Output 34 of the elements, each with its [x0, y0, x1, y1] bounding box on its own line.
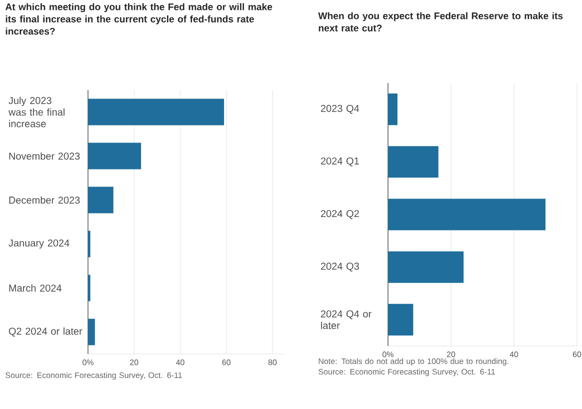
y-tick-label: December 2023 — [9, 196, 80, 204]
y-tick-label: March 2024 — [9, 284, 62, 292]
y-tick-label: Q2 2024 or later — [8, 327, 82, 337]
bar — [88, 142, 142, 170]
y-tick-label: 2024 Q3 — [320, 262, 359, 272]
bar — [388, 198, 546, 230]
chart-title: At which meeting do you think the Fed made or will make its final increase in the current cycle of fed-funds rate increases? — [5, 3, 272, 35]
x-tick-label: 40 — [510, 352, 518, 358]
x-tick-label: 0% — [382, 352, 394, 358]
x-tick-label: 60 — [222, 360, 230, 366]
y-tick-label: 2024 Q4 or later — [320, 310, 372, 330]
y-tick-label: July 2023 was the final increase — [8, 96, 64, 128]
source-note: Source: Economic Forecasting Survey, Oct. 6-11 — [6, 372, 182, 380]
x-tick-label: 80 — [268, 360, 277, 366]
y-tick-label: 2023 Q4 — [320, 104, 360, 114]
y-tick-label: November 2023 — [9, 152, 80, 160]
bar — [88, 186, 114, 214]
x-tick-label: 40 — [176, 360, 184, 366]
source-note: Source: Economic Forecasting Survey, Oct. 6-11 — [318, 368, 495, 376]
bar — [388, 251, 464, 283]
x-tick-label: 20 — [130, 360, 138, 366]
bar — [388, 304, 414, 336]
x-tick-label: 60 — [572, 352, 582, 358]
bar — [88, 98, 224, 126]
y-tick-label: 2024 Q1 — [320, 157, 359, 166]
bar — [388, 146, 438, 178]
y-tick-label: January 2024 — [8, 239, 70, 249]
text: Note: Totals do not add up to 100% due to rounding. — [318, 358, 508, 366]
bar — [88, 318, 95, 346]
y-tick-label: 2024 Q2 — [320, 210, 359, 219]
bar — [388, 94, 398, 126]
x-tick-label: 0% — [82, 360, 94, 366]
x-tick-label: 20 — [446, 352, 456, 358]
chart-title: When do you expect the Federal Reserve to make its next rate cut? — [318, 12, 563, 32]
